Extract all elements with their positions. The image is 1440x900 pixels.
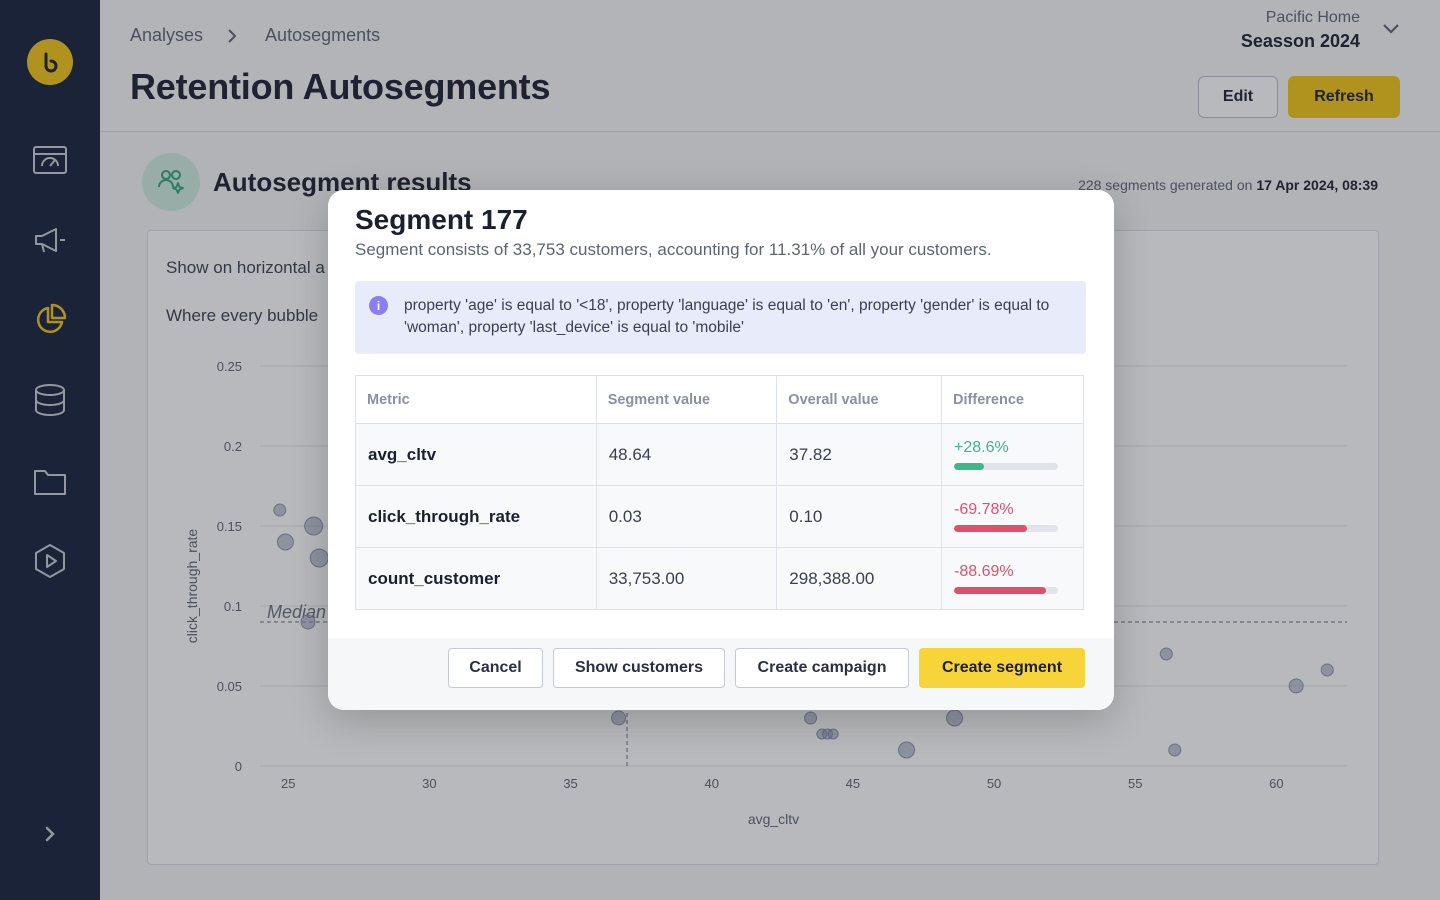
data-point: [898, 741, 916, 759]
difference-bar: [954, 463, 1059, 470]
difference-value: +28.6%: [954, 439, 1009, 456]
table-row: count_customer 33,753.00 298,388.00 -88.…: [355, 547, 1084, 610]
autosegment-users-icon: [142, 153, 200, 211]
y-axis-title: click_through_rate: [184, 529, 200, 644]
modal-title: Segment 177: [355, 204, 528, 235]
x-axis-title: avg_cltv: [748, 811, 799, 827]
difference-bar-fill: [954, 587, 1047, 594]
x-tick-label: 45: [846, 776, 860, 791]
create-campaign-button[interactable]: Create campaign: [735, 648, 909, 688]
y-tick-label: 0: [235, 759, 242, 774]
page-header: Analyses Autosegments Retention Autosegm…: [100, 0, 1440, 132]
difference-cell: -69.78%: [941, 485, 1084, 548]
difference-bar-fill: [954, 525, 1027, 532]
difference-bar-fill: [954, 463, 984, 470]
y-tick-label: 0.1: [224, 599, 242, 614]
page-title: Retention Autosegments: [130, 66, 551, 107]
x-tick-label: 60: [1269, 776, 1283, 791]
difference-value: -69.78%: [954, 501, 1014, 518]
nav-data-database-icon[interactable]: [30, 380, 70, 420]
data-point: [1288, 678, 1304, 694]
segment-value: 33,753.00: [595, 547, 778, 610]
column-header-metric: Metric: [355, 375, 597, 424]
data-point: [804, 711, 818, 725]
project-org: Pacific Home: [1265, 9, 1360, 26]
table-row: avg_cltv 48.64 37.82 +28.6%: [355, 423, 1084, 486]
refresh-button[interactable]: Refresh: [1288, 76, 1400, 118]
y-tick-label: 0.15: [217, 519, 242, 534]
overall-value: 0.10: [776, 485, 943, 548]
nav-dashboard-icon[interactable]: [30, 140, 70, 180]
y-tick-label: 0.05: [217, 679, 242, 694]
nav-campaigns-megaphone-icon[interactable]: [30, 220, 70, 260]
project-selector[interactable]: Pacific Home Seasson 2024: [1241, 9, 1360, 52]
metric-name: count_customer: [355, 547, 597, 610]
metric-name: avg_cltv: [355, 423, 597, 486]
chevron-right-icon: [227, 28, 237, 44]
column-header-overall-value: Overall value: [776, 375, 943, 424]
metrics-table: Metric Segment value Overall value Diffe…: [355, 375, 1084, 610]
difference-cell: -88.69%: [941, 547, 1084, 610]
x-tick-label: 25: [281, 776, 295, 791]
segment-definition-box: i property 'age' is equal to '<18', prop…: [355, 281, 1086, 354]
difference-bar: [954, 587, 1059, 594]
bubble-description: Where every bubble: [166, 306, 319, 325]
column-header-segment-value: Segment value: [595, 375, 778, 424]
column-header-difference: Difference: [941, 375, 1084, 424]
sidebar: [0, 0, 100, 900]
nav-assets-folder-icon[interactable]: [30, 462, 70, 502]
overall-value: 37.82: [776, 423, 943, 486]
modal-subtitle: Segment consists of 33,753 customers, ac…: [355, 240, 992, 259]
data-point: [1168, 743, 1182, 757]
breadcrumb-analyses[interactable]: Analyses: [130, 25, 204, 45]
metric-name: click_through_rate: [355, 485, 597, 548]
x-tick-label: 40: [705, 776, 719, 791]
overall-value: 298,388.00: [776, 547, 943, 610]
segment-definition-text: property 'age' is equal to '<18', proper…: [404, 297, 1050, 336]
create-segment-button[interactable]: Create segment: [919, 648, 1085, 688]
project-name: Seasson 2024: [1240, 31, 1360, 51]
expand-sidebar-chevron-icon[interactable]: [36, 820, 64, 848]
nav-scenarios-play-icon[interactable]: [30, 541, 70, 581]
cancel-button[interactable]: Cancel: [448, 648, 543, 688]
logo-icon: [44, 52, 58, 73]
edit-button[interactable]: Edit: [1198, 76, 1278, 118]
x-tick-label: 55: [1128, 776, 1142, 791]
segment-value: 48.64: [595, 423, 778, 486]
results-meta: 228 segments generated on 17 Apr 2024, 0…: [1078, 177, 1378, 193]
data-point: [1159, 647, 1173, 661]
data-point: [611, 710, 627, 726]
data-point: [827, 728, 839, 740]
breadcrumb-autosegments: Autosegments: [265, 25, 381, 45]
chevron-down-icon[interactable]: [1382, 22, 1400, 40]
show-customers-button[interactable]: Show customers: [553, 648, 725, 688]
horizontal-axis-label: Show on horizontal a: [166, 258, 325, 277]
data-point: [1320, 663, 1334, 677]
data-point: [273, 503, 287, 517]
data-point: [946, 709, 964, 727]
segment-value: 0.03: [595, 485, 778, 548]
difference-value: -88.69%: [954, 563, 1014, 580]
breadcrumb: Analyses Autosegments: [130, 25, 380, 46]
data-point: [276, 533, 294, 551]
results-count: 228 segments generated on: [1078, 177, 1253, 193]
data-point: [304, 516, 324, 536]
x-tick-label: 30: [422, 776, 436, 791]
data-point: [300, 614, 316, 630]
y-tick-label: 0.2: [224, 439, 242, 454]
x-tick-label: 35: [563, 776, 577, 791]
table-row: click_through_rate 0.03 0.10 -69.78%: [355, 485, 1084, 548]
segment-modal: Segment 177 Segment consists of 33,753 c…: [328, 190, 1114, 710]
difference-bar: [954, 525, 1059, 532]
results-date: 17 Apr 2024, 08:39: [1256, 177, 1378, 193]
app-logo[interactable]: [27, 39, 73, 85]
y-tick-label: 0.25: [217, 359, 242, 374]
difference-cell: +28.6%: [941, 423, 1084, 486]
modal-footer: Cancel Show customers Create campaign Cr…: [328, 638, 1114, 710]
info-icon: i: [369, 296, 388, 315]
nav-analyses-pie-icon[interactable]: [30, 300, 70, 340]
x-tick-label: 50: [987, 776, 1001, 791]
